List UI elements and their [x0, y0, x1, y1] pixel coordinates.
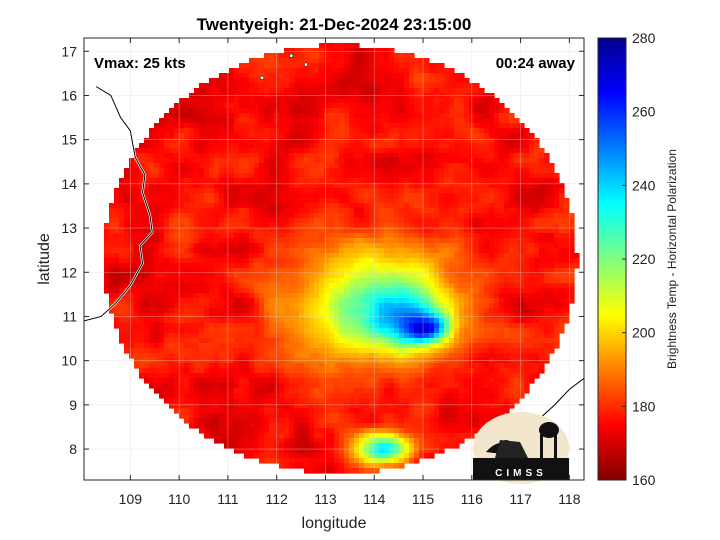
y-tick-label: 10: [61, 353, 77, 369]
coastline: [84, 53, 584, 433]
y-tick-label: 11: [62, 308, 77, 324]
logo-text: CIMSS: [495, 468, 547, 479]
x-tick-label: 114: [363, 491, 386, 507]
grid-lines: [84, 38, 584, 480]
colorbar-tick-label: 240: [632, 177, 656, 193]
y-axis-label: latitude: [36, 233, 53, 285]
y-tick-label: 17: [61, 43, 77, 59]
x-tick-label: 110: [168, 491, 191, 507]
x-tick-label: 118: [558, 491, 581, 507]
y-tick-label: 9: [69, 397, 77, 413]
colorbar-tick-label: 220: [632, 251, 656, 267]
x-axis-label: longitude: [302, 515, 367, 532]
colorbar-tick-label: 260: [632, 104, 656, 120]
x-tick-label: 109: [119, 491, 143, 507]
y-tick-label: 12: [61, 264, 77, 280]
y-tick-label: 14: [61, 176, 77, 192]
colorbar-ticks: 160 180 200 220 240 260 280: [622, 30, 656, 488]
island-marker: [303, 62, 309, 67]
y-tick-label: 16: [61, 87, 77, 103]
x-tick-label: 117: [509, 491, 532, 507]
x-tick-label: 115: [412, 491, 435, 507]
y-tick-label: 15: [61, 132, 77, 148]
cimss-logo: CIMSS: [473, 412, 569, 484]
chart-title: Twentyeigh: 21-Dec-2024 23:15:00: [197, 15, 472, 34]
x-tick-label: 112: [266, 491, 289, 507]
west-coastline: [84, 86, 153, 322]
x-tick-label: 113: [314, 491, 337, 507]
plot-frame: [83, 37, 585, 481]
y-tick-label: 8: [69, 441, 77, 457]
colorbar-tick-label: 280: [632, 30, 656, 46]
time-offset-label: 00:24 away: [496, 55, 576, 72]
colorbar-label: Brightness Temp - Horizontal Polarizatio…: [665, 149, 679, 369]
x-tick-label: 111: [217, 491, 238, 507]
vmax-label: Vmax: 25 kts: [94, 55, 186, 72]
colorbar-tick-label: 160: [632, 472, 656, 488]
colorbar-tick-label: 180: [632, 398, 656, 414]
island-marker: [289, 53, 294, 58]
colorbar: [597, 37, 627, 481]
x-tick-label: 116: [461, 491, 484, 507]
axis-ticks: 109 110 111 112 113 114 115 116 117 118 8 9 10 11 12 13…: [61, 38, 584, 507]
y-tick-label: 13: [61, 220, 77, 236]
island-marker: [259, 75, 265, 80]
colorbar-tick-label: 200: [632, 325, 656, 341]
